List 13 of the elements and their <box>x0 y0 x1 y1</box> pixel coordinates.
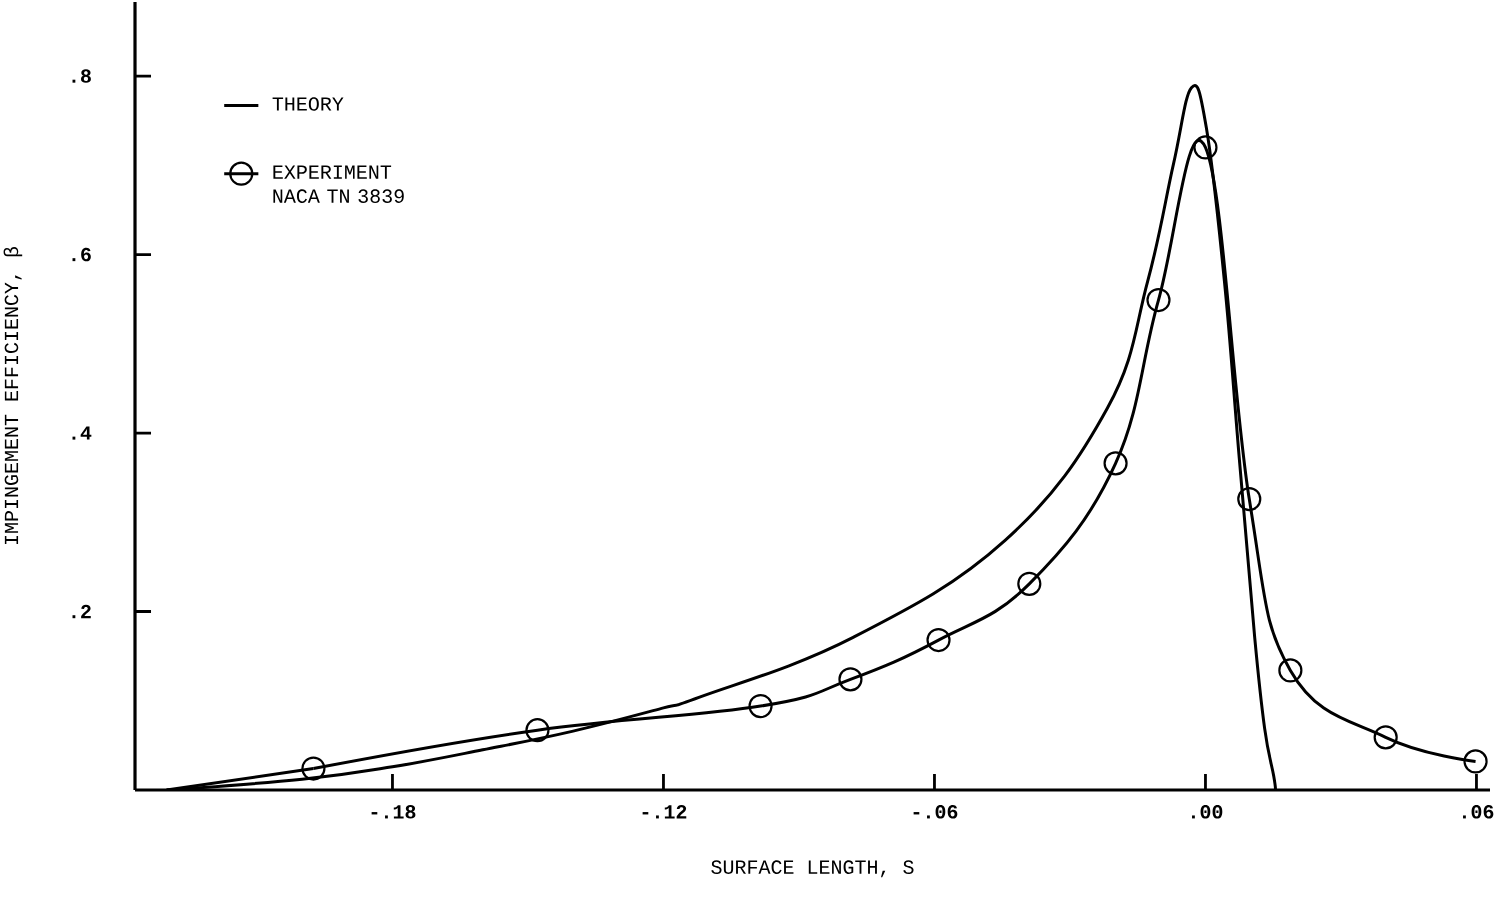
x-tick-label: -.12 <box>642 805 687 819</box>
x-tick-label: .00 <box>1192 805 1223 819</box>
y-tick-label: .6 <box>72 247 91 262</box>
y-tick-label: .4 <box>72 426 92 440</box>
x-tick-label: -.18 <box>371 805 416 819</box>
legend-label: THEORY <box>272 97 344 111</box>
y-tick-label: .2 <box>72 604 91 619</box>
legend-label: EXPERIMENT NACA TN 3839 <box>273 165 404 203</box>
x-tick-label: .06 <box>1463 805 1494 819</box>
x-tick-label: -.06 <box>913 805 958 819</box>
x-axis-title: SURFACE LENGTH, S <box>711 860 914 878</box>
y-axis-title: IMPINGEMENT EFFICIENCY, β <box>3 247 23 545</box>
y-tick-label: .8 <box>72 69 91 83</box>
